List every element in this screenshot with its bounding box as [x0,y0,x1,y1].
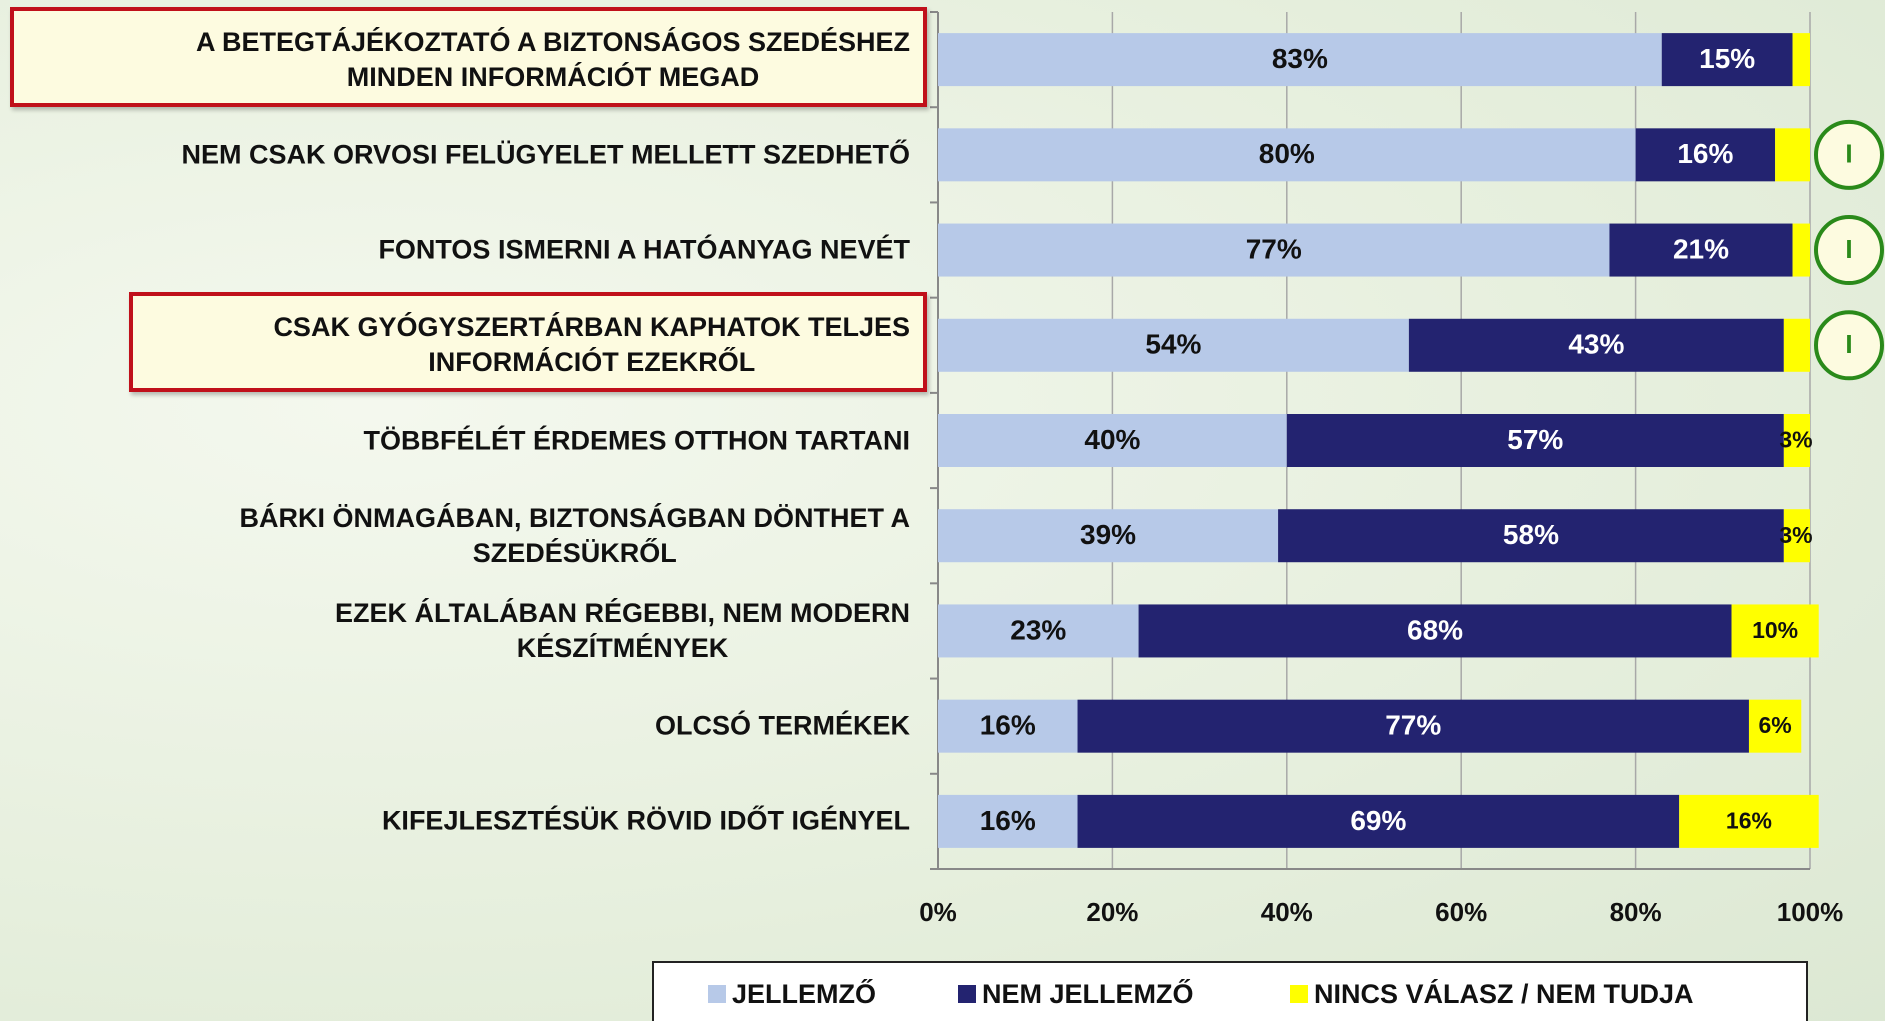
bar-segment [938,699,1078,753]
data-label: 54% [1145,329,1201,360]
data-label: 68% [1407,614,1463,645]
data-label: 77% [1246,233,1302,264]
data-label: 15% [1699,43,1755,74]
bar-segment [1792,223,1810,277]
category-label: BÁRKI ÖNMAGÁBAN, BIZTONSÁGBAN DÖNTHET A … [239,502,910,568]
data-label: 39% [1080,519,1136,550]
data-label: 6% [1758,712,1791,738]
data-label: 58% [1503,519,1559,550]
x-tick-label: 40% [1261,897,1313,927]
data-label: 43% [1568,329,1624,360]
bar-segment [1661,33,1793,87]
highlight-box [10,6,927,107]
data-label: 80% [1259,138,1315,169]
bar-segment [1775,128,1810,182]
data-label: 77% [1385,710,1441,741]
bar-segment [938,223,1610,277]
bar-segment [938,33,1662,87]
annotation: I [1845,329,1852,359]
legend-label: NINCS VÁLASZ / NEM TUDJA [1314,978,1694,1009]
bar-segment [1783,414,1810,467]
bar-segment [938,414,1287,467]
annotation: I [1845,234,1852,264]
legend-label: NEM JELLEMZŐ [982,978,1194,1009]
x-tick-label: 80% [1610,897,1662,927]
bar-segment [1077,794,1680,848]
data-label: 83% [1272,43,1328,74]
data-label: 40% [1084,424,1140,455]
bar-segment [1286,414,1784,467]
annotation-circle [1814,215,1884,286]
category-label: TÖBBFÉLÉT ÉRDEMES OTTHON TARTANI [363,425,910,455]
x-tick-label: 20% [1086,897,1138,927]
bar-segment [938,604,1139,658]
x-tick-label: 100% [1777,897,1844,927]
category-label: CSAK GYÓGYSZERTÁRBAN KAPHATOK TELJES INF… [273,312,910,378]
bar-segment [1783,509,1810,563]
data-label: 21% [1673,233,1729,264]
data-label: 16% [980,805,1036,836]
bar-segment [938,318,1409,372]
category-label: FONTOS ISMERNI A HATÓANYAG NEVÉT [378,234,910,265]
bar-segment [1731,604,1819,658]
bar-segment [938,509,1279,563]
bar-segment [1679,794,1819,848]
data-label: 16% [980,710,1036,741]
annotation-circle [1814,119,1884,190]
category-label: A BETEGTÁJÉKOZTATÓ A BIZTONSÁGOS SZEDÉSH… [195,26,910,92]
category-label: NEM CSAK ORVOSI FELÜGYELET MELLETT SZEDH… [181,139,910,170]
bar-segment [938,128,1636,182]
bar-segment [1609,223,1793,277]
annotation-circle [1814,310,1884,381]
data-label: 16% [1726,807,1772,833]
bar-segment [1792,33,1810,87]
bar-segment [1408,318,1784,372]
data-label: 23% [1010,614,1066,645]
x-tick-label: 0% [919,897,957,927]
bar-segment [1635,128,1776,182]
highlight-box [129,292,927,393]
bar-segment [1077,699,1749,753]
data-label: 3% [1779,522,1812,548]
legend-label: JELLEMZŐ [732,978,876,1009]
annotation: I [1845,139,1852,169]
data-label: 69% [1350,805,1406,836]
data-label: 3% [1779,427,1812,453]
category-label: EZEK ÁLTALÁBAN RÉGEBBI, NEM MODERN KÉSZÍ… [335,597,910,663]
bar-segment [1783,318,1810,372]
data-label: 16% [1677,138,1733,169]
data-label: 57% [1507,424,1563,455]
legend-swatch [708,985,726,1003]
category-label: KIFEJLESZTÉSÜK RÖVID IDŐT IGÉNYEL [381,805,910,836]
data-label: 10% [1752,617,1798,643]
bar-segment [1138,604,1732,658]
bar-segment [1748,699,1802,753]
legend-swatch [1290,985,1308,1003]
legend-box [652,961,1808,1021]
bar-segment [938,794,1078,848]
bar-segment [1278,509,1784,563]
legend-swatch [958,985,976,1003]
category-label: OLCSÓ TERMÉKEK [654,710,910,741]
x-tick-label: 60% [1435,897,1487,927]
